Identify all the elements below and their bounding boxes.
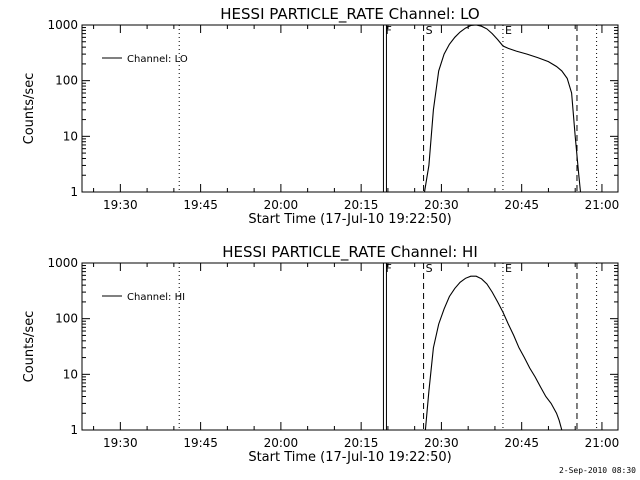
x-axis-label: Start Time (17-Jul-10 19:22:50) — [248, 212, 451, 227]
x-tick-label: 20:00 — [264, 198, 299, 212]
y-tick-label: 1 — [70, 185, 78, 199]
plot-frame — [81, 24, 619, 193]
y-tick-label: 1000 — [47, 18, 78, 32]
panel-hi: HESSI PARTICLE_RATE Channel: HI 19:30 19:4… — [22, 243, 619, 465]
marker-label-s: S — [426, 262, 433, 275]
x-tick-label: 19:45 — [183, 436, 218, 450]
date-stamp: 2-Sep-2010 08:30 — [558, 466, 636, 475]
x-tick-label: 20:45 — [504, 436, 539, 450]
x-tick-label: 19:30 — [103, 198, 138, 212]
marker-label-f: F — [385, 24, 391, 37]
marker-label-s: S — [426, 24, 433, 37]
y-tick-label: 1 — [70, 423, 78, 437]
x-tick-label: 20:30 — [424, 198, 459, 212]
series-line-0 — [423, 24, 582, 193]
y-tick-label: 10 — [63, 129, 78, 143]
y-tick-label: 100 — [55, 74, 78, 88]
marker-label-f: F — [385, 262, 391, 275]
legend-label: Channel: LO — [127, 54, 188, 65]
x-tick-label: 20:45 — [504, 198, 539, 212]
y-tick-label: 1000 — [47, 256, 78, 270]
legend-label: Channel: HI — [127, 292, 185, 303]
x-tick-label: 21:00 — [585, 198, 620, 212]
x-tick-label: 19:30 — [103, 436, 138, 450]
x-tick-label: 21:00 — [585, 436, 620, 450]
y-tick-label: 10 — [63, 367, 78, 381]
y-tick-label: 100 — [55, 312, 78, 326]
marker-label-e: E — [505, 24, 512, 37]
y-axis-label: Counts/sec — [22, 311, 37, 383]
x-axis-label: Start Time (17-Jul-10 19:22:50) — [248, 450, 451, 465]
plot-frame — [81, 262, 619, 431]
series-line-0 — [424, 275, 563, 431]
chart-title: HESSI PARTICLE_RATE Channel: LO — [220, 5, 479, 24]
panel-lo: HESSI PARTICLE_RATE Channel: LO 19:30 19:4… — [22, 5, 619, 227]
chart-title: HESSI PARTICLE_RATE Channel: HI — [222, 243, 478, 262]
x-tick-label: 20:15 — [344, 198, 379, 212]
x-tick-label: 20:00 — [264, 436, 299, 450]
x-tick-label: 19:45 — [183, 198, 218, 212]
x-tick-label: 20:15 — [344, 436, 379, 450]
marker-label-e: E — [505, 262, 512, 275]
x-tick-label: 20:30 — [424, 436, 459, 450]
y-axis-label: Counts/sec — [22, 73, 37, 145]
